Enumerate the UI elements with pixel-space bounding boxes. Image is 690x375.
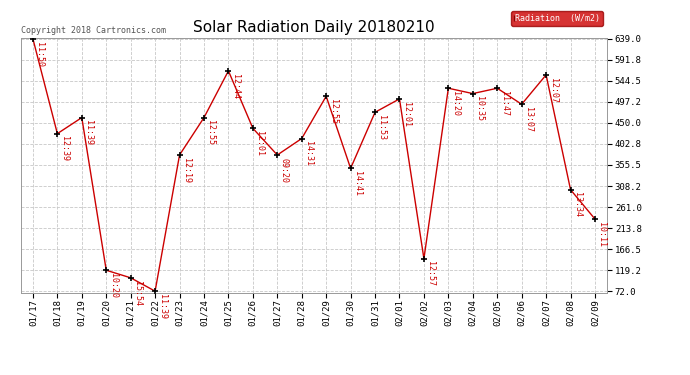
Point [77, 115, 88, 121]
Point [272, 152, 283, 158]
Text: 15:54: 15:54 [133, 280, 142, 306]
Point [101, 267, 112, 273]
Text: 13:07: 13:07 [524, 107, 533, 132]
Legend: Radiation  (W/m2): Radiation (W/m2) [511, 11, 603, 26]
Point [443, 85, 454, 91]
Point [125, 275, 136, 281]
Point [394, 96, 405, 102]
Text: 12:19: 12:19 [182, 158, 191, 183]
Point [223, 68, 234, 74]
Point [247, 125, 258, 131]
Point [199, 115, 210, 121]
Text: 12:55: 12:55 [328, 99, 337, 124]
Text: 11:39: 11:39 [84, 120, 93, 146]
Point [370, 109, 381, 115]
Point [345, 165, 356, 171]
Point [492, 85, 503, 91]
Point [174, 152, 185, 158]
Text: 11:39: 11:39 [157, 294, 166, 319]
Text: 12:55: 12:55 [206, 120, 215, 146]
Point [565, 187, 576, 193]
Point [28, 36, 39, 42]
Text: 14:41: 14:41 [353, 171, 362, 196]
Text: 11:47: 11:47 [500, 91, 509, 116]
Text: 11:53: 11:53 [377, 115, 386, 140]
Text: 14:31: 14:31 [304, 141, 313, 166]
Point [296, 135, 307, 141]
Text: 13:34: 13:34 [573, 192, 582, 217]
Text: 10:20: 10:20 [109, 273, 118, 298]
Point [52, 130, 63, 136]
Point [150, 288, 161, 294]
Point [516, 101, 527, 107]
Point [467, 91, 478, 97]
Text: 12:01: 12:01 [402, 102, 411, 127]
Text: 12:44: 12:44 [231, 74, 240, 99]
Title: Solar Radiation Daily 20180210: Solar Radiation Daily 20180210 [193, 20, 435, 35]
Point [418, 256, 429, 262]
Text: 11:50: 11:50 [35, 42, 44, 67]
Text: 12:57: 12:57 [426, 261, 435, 286]
Point [540, 72, 551, 78]
Point [589, 216, 600, 222]
Text: 12:07: 12:07 [549, 78, 558, 103]
Text: Copyright 2018 Cartronics.com: Copyright 2018 Cartronics.com [21, 26, 166, 35]
Text: 12:39: 12:39 [60, 136, 69, 161]
Point [321, 93, 332, 99]
Text: 10:11: 10:11 [598, 222, 607, 247]
Text: 09:20: 09:20 [279, 158, 288, 183]
Text: 10:35: 10:35 [475, 96, 484, 122]
Text: 12:01: 12:01 [255, 131, 264, 156]
Text: 14:20: 14:20 [451, 91, 460, 116]
